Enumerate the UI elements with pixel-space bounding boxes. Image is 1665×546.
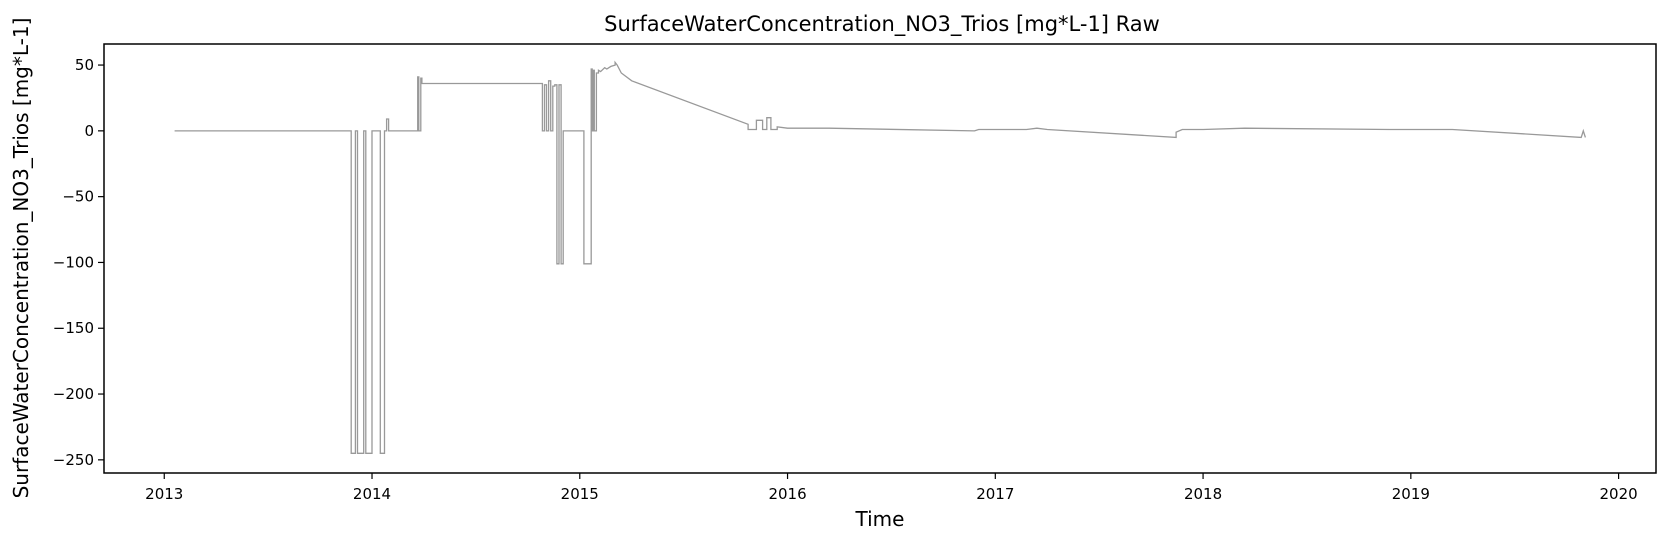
y-tick-label: 0 xyxy=(84,122,94,140)
plot-area xyxy=(174,60,1587,454)
y-tick-label: −250 xyxy=(53,451,94,469)
x-tick-label: 2016 xyxy=(768,485,806,503)
chart-title: SurfaceWaterConcentration_NO3_Trios [mg*… xyxy=(604,12,1160,37)
x-tick-label: 2017 xyxy=(976,485,1014,503)
series-line xyxy=(174,60,1587,454)
y-axis-label: SurfaceWaterConcentration_NO3_Trios [mg*… xyxy=(9,18,33,499)
y-tick-label: −50 xyxy=(62,188,94,206)
y-tick-label: 50 xyxy=(75,56,94,74)
y-axis: 50 0 −50 −100 −150 −200 −250 xyxy=(53,56,104,469)
x-axis-label: Time xyxy=(855,507,905,531)
plot-frame xyxy=(103,43,1657,474)
x-tick-label: 2020 xyxy=(1600,485,1638,503)
x-tick-label: 2014 xyxy=(353,485,391,503)
x-tick-label: 2019 xyxy=(1392,485,1430,503)
x-tick-label: 2015 xyxy=(561,485,599,503)
x-tick-label: 2018 xyxy=(1184,485,1222,503)
y-tick-label: −150 xyxy=(53,319,94,337)
y-tick-label: −100 xyxy=(53,253,94,271)
x-tick-label: 2013 xyxy=(145,485,183,503)
y-tick-label: −200 xyxy=(53,385,94,403)
x-axis: 2013 2014 2015 2016 2017 2018 2019 2020 xyxy=(145,473,1638,503)
